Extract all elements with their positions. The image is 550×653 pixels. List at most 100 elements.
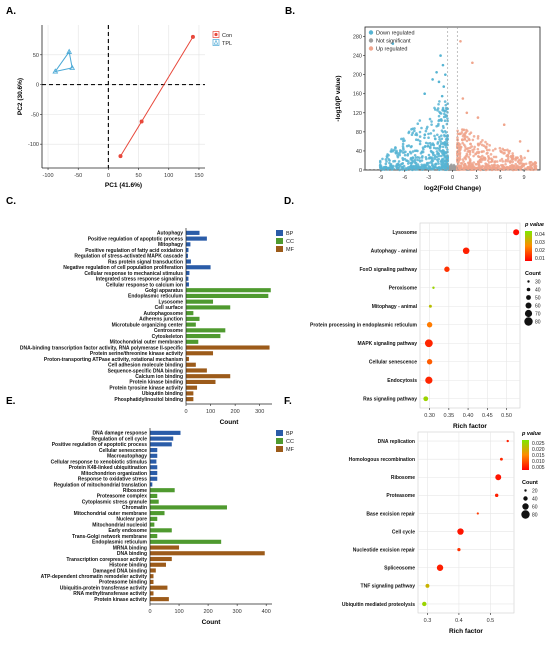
x-tick-label: 0.45 [482,413,493,419]
up-point [498,159,502,162]
up-point [473,145,476,149]
category-label: Base excision repair [366,511,415,517]
panel-letter: F. [284,396,292,407]
down-point [405,159,408,162]
down-point [435,124,438,128]
up-point [485,142,489,146]
down-point [381,157,384,161]
up-point [497,165,501,168]
category-label: Ribosome [123,488,147,494]
y-tick-label: 160 [353,92,362,98]
y-tick-label: 40 [356,149,362,155]
down-point [435,70,438,74]
data-point-TPL [66,48,73,54]
down-point [413,153,417,157]
dot-point [476,512,479,515]
bar-BP [186,230,200,235]
category-label: RNA methyltransferase activity [73,591,147,597]
category-label: Protein tyrosine kinase activity [109,385,183,391]
category-label: Cell surface [155,305,184,311]
down-point [388,161,391,165]
down-point [415,133,419,137]
down-point [437,114,441,118]
category-label: Response to oxidative stress [78,477,147,483]
up-point [520,158,524,161]
down-point [437,122,440,126]
up-point [476,116,480,119]
up-point [466,161,470,165]
ns-point [451,165,455,169]
color-legend-tick: 0.03 [535,240,545,246]
dot-point [425,583,430,588]
up-point [524,162,528,166]
down-point [433,106,436,110]
legend-swatch [276,230,283,236]
x-tick-label: 0 [451,175,454,181]
category-label: Cell adhesion molecule binding [108,363,183,369]
down-point [413,158,417,162]
down-point [426,142,430,145]
down-point [443,156,446,159]
up-point [472,165,475,168]
y-axis-label: -log10(P value) [335,75,342,121]
bar-MF [186,397,194,402]
up-point [462,143,466,147]
category-label: Cytoskeleton [152,334,183,340]
category-label: Negative regulation of cell population p… [63,265,183,271]
bar-CC [186,339,199,344]
down-point [434,147,438,150]
bar-BP [186,253,188,258]
panel-a: A. -100 -50 0 50 100 150 -100 -50 0 50 PC1 (41.6%) P… [6,6,232,189]
down-point [384,158,388,161]
down-point [411,165,415,169]
legend-label: Not significant [376,39,411,45]
up-point [457,166,460,169]
up-point [462,128,466,132]
up-point [485,148,489,152]
up-point [463,136,467,139]
down-point [411,131,415,135]
down-point [410,145,413,148]
down-point [394,151,397,154]
category-label: Adherens junction [139,317,183,323]
bar-CC [186,322,196,327]
dot-point [495,474,502,481]
up-point [468,161,472,164]
down-point [384,162,388,166]
down-point [432,165,435,169]
category-label: Mitophagy [158,242,183,248]
y-axis-label: PC2 (30.6%) [17,78,24,115]
down-point [413,129,416,133]
down-point [443,142,447,146]
down-point [441,106,445,110]
down-point [441,63,445,67]
down-point [378,159,382,163]
category-label: Ubiquitin mediated proteolysis [342,602,415,608]
bar-CC [150,499,159,504]
ns-point [453,165,457,168]
legend-label: Con [222,33,232,39]
up-point [487,157,491,160]
up-point [501,160,505,163]
category-label: Protein K48-linked ubiquitination [69,465,147,471]
category-label: MRNA binding [113,545,147,551]
category-label: Protein serine/threonine kinase activity [90,351,183,357]
down-point [408,150,412,154]
down-point [414,164,418,168]
size-legend-marker [525,302,532,309]
size-legend-title: Count [525,271,541,277]
dot-point [444,266,450,272]
series-outline-TPL [54,50,73,73]
x-axis-label: Rich factor [449,628,483,635]
down-point [444,138,448,141]
category-label: Proteasome binding [99,580,147,586]
legend-label: MF [286,247,295,253]
up-point [467,155,471,159]
color-legend-title: p value [521,431,541,437]
up-point [504,160,507,163]
up-point [476,137,480,140]
down-point [440,154,443,158]
up-point [480,143,484,147]
up-point [499,149,502,153]
category-label: Golgi apparatus [145,288,183,294]
